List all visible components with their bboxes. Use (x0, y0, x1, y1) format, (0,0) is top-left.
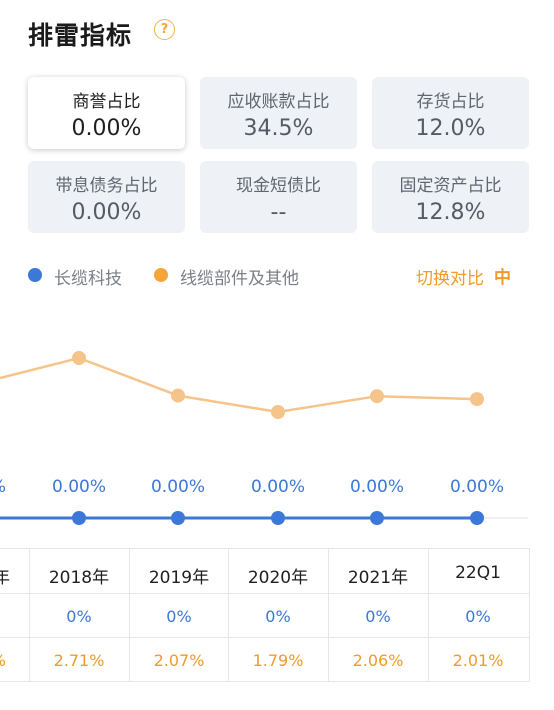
table-year: 2021年 (347, 568, 409, 588)
page-title: 排雷指标 (28, 21, 133, 50)
industry-series-line (0, 356, 478, 414)
row-divider (0, 593, 529, 594)
col-divider (428, 549, 429, 681)
card-value: 12.8% (415, 200, 486, 225)
table-year: 22Q1 (455, 563, 501, 583)
legend-label-industry: 线缆部件及其他 (180, 269, 299, 289)
table-year: 2018年 (48, 568, 110, 588)
card-label: 应收账款占比 (227, 92, 330, 112)
chart-label-partial: % (0, 477, 6, 497)
company-point (171, 511, 185, 525)
table-company-value: 0% (465, 607, 491, 626)
chart-data-label: 0.00% (449, 477, 504, 497)
table-company-value: 0% (265, 607, 291, 626)
card-label: 商誉占比 (72, 92, 141, 112)
company-point (470, 511, 484, 525)
col-divider (328, 549, 329, 681)
col-divider (29, 549, 30, 681)
switch-compare-button[interactable]: 切换对比 (416, 269, 484, 289)
table-value-partial: % (0, 651, 6, 670)
table-industry-value: 2.01% (452, 651, 504, 670)
company-point (271, 511, 285, 525)
legend-dot-company (28, 268, 42, 282)
industry-point (370, 389, 384, 404)
table-industry-value: 1.79% (252, 651, 304, 670)
row-divider (0, 637, 529, 638)
card-goodwill-ratio[interactable]: 商誉占比 0.00% (28, 77, 185, 149)
table-industry-value: 2.07% (153, 651, 205, 670)
table-industry-value: 2.71% (53, 651, 105, 670)
card-fixed-assets-ratio[interactable]: 固定资产占比 12.8% (372, 161, 529, 233)
table-industry-value: 2.06% (352, 651, 404, 670)
industry-point (470, 392, 484, 407)
card-value: 12.0% (415, 116, 486, 141)
card-label: 带息债务占比 (55, 176, 158, 196)
card-cash-short-debt-ratio[interactable]: 现金短债比 -- (200, 161, 357, 233)
company-point (370, 511, 384, 525)
table-year-partial: 年 (0, 568, 10, 588)
company-point (72, 511, 86, 525)
card-interest-debt-ratio[interactable]: 带息债务占比 0.00% (28, 161, 185, 233)
industry-point (72, 351, 86, 365)
card-value: 0.00% (71, 116, 142, 141)
card-value: -- (270, 200, 287, 225)
table-company-value: 0% (166, 607, 192, 626)
card-label: 存货占比 (416, 92, 485, 112)
chart-data-label: 0.00% (51, 477, 106, 497)
industry-point (271, 405, 285, 419)
card-value: 34.5% (243, 116, 314, 141)
chart-data-label: 0.00% (250, 477, 305, 497)
col-divider (129, 549, 130, 681)
industry-point (171, 388, 185, 403)
chart-data-label: 0.00% (150, 477, 205, 497)
legend-dot-industry (154, 268, 168, 282)
chart-data-label: 0.00% (349, 477, 404, 497)
line-chart (0, 351, 528, 525)
data-table: 年 % 2018年 2019年 2020年 2021年 22Q1 0% 0% 0… (0, 548, 530, 682)
table-year: 2019年 (148, 568, 210, 588)
card-value: 0.00% (71, 200, 142, 225)
table-company-value: 0% (365, 607, 391, 626)
legend-label-company: 长缆科技 (54, 269, 122, 289)
help-icon[interactable]: ? (154, 19, 175, 40)
card-label: 固定资产占比 (399, 176, 502, 196)
card-receivables-ratio[interactable]: 应收账款占比 34.5% (200, 77, 357, 149)
col-divider (228, 549, 229, 681)
compare-toggle-icon[interactable]: 中 (494, 268, 511, 288)
table-company-value: 0% (66, 607, 92, 626)
card-inventory-ratio[interactable]: 存货占比 12.0% (372, 77, 529, 149)
table-year: 2020年 (247, 568, 309, 588)
card-label: 现金短债比 (236, 176, 321, 196)
